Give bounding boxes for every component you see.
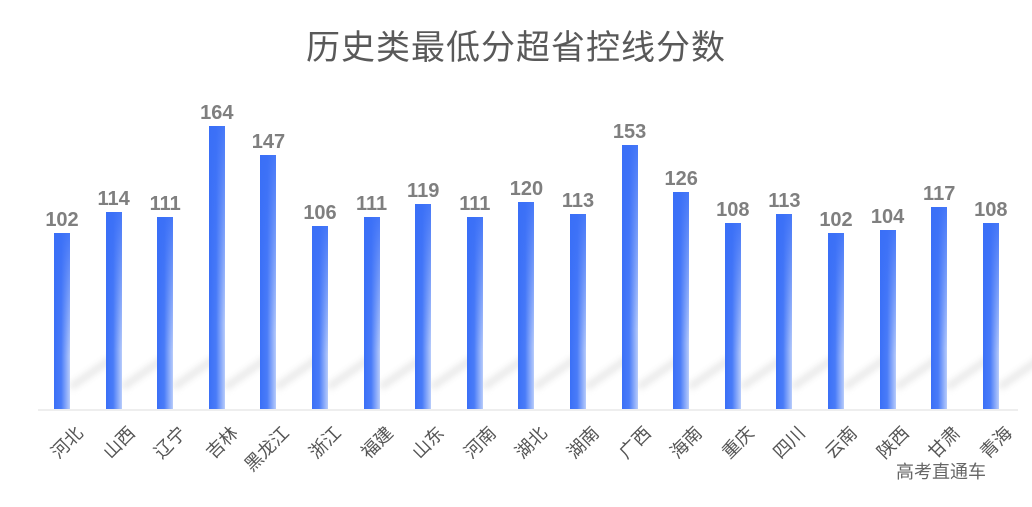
x-tick-label: 湖北 — [511, 422, 553, 464]
x-tick-label: 福建 — [356, 422, 398, 464]
data-label: 106 — [303, 202, 337, 225]
x-tick-label: 山西 — [98, 422, 140, 464]
bar-山东 — [415, 203, 432, 410]
x-tick-label: 云南 — [821, 422, 862, 464]
data-label: 111 — [459, 193, 491, 216]
data-label: 111 — [356, 193, 388, 216]
x-tick-label: 湖南 — [563, 422, 604, 464]
bar-陕西 — [879, 229, 896, 410]
bar-广西 — [621, 144, 638, 410]
x-tick-label: 浙江 — [305, 422, 346, 464]
bar-黑龙江 — [260, 155, 277, 409]
x-tick-label: 重庆 — [718, 422, 759, 464]
x-tick-label: 四川 — [769, 422, 811, 464]
data-label: 120 — [509, 177, 544, 200]
x-tick-label: 辽宁 — [150, 422, 191, 464]
data-label: 126 — [664, 167, 698, 190]
data-label: 164 — [200, 102, 234, 124]
data-label: 108 — [974, 198, 1008, 221]
bar-辽宁 — [157, 217, 174, 409]
x-tick-label: 黑龙江 — [241, 422, 295, 476]
data-label: 104 — [870, 205, 905, 228]
x-tick-label: 海南 — [666, 422, 707, 464]
data-label: 108 — [716, 198, 750, 221]
bar-吉林 — [208, 126, 225, 409]
x-tick-label: 河南 — [460, 422, 501, 464]
data-label: 113 — [561, 190, 595, 213]
bar-湖南 — [570, 214, 586, 409]
watermark: 高考直通车 — [896, 462, 986, 483]
bar-重庆 — [724, 222, 741, 410]
data-label: 117 — [923, 183, 956, 206]
data-label: 102 — [45, 209, 79, 231]
bar-云南 — [828, 233, 844, 409]
data-label: 114 — [97, 188, 130, 211]
x-tick-label: 山东 — [408, 422, 449, 464]
data-label: 153 — [612, 120, 647, 143]
data-label: 119 — [407, 179, 440, 202]
x-axis-line — [38, 409, 1018, 411]
bar-甘肃 — [931, 207, 948, 409]
chart-title: 历史类最低分超省控线分数 — [306, 28, 726, 68]
bar-青海 — [982, 222, 999, 410]
data-label: 111 — [149, 193, 181, 216]
data-label: 147 — [251, 131, 286, 154]
bar-山西 — [105, 212, 122, 409]
bar-四川 — [776, 214, 793, 409]
bar-河北 — [54, 233, 70, 409]
bar-海南 — [673, 191, 690, 410]
bar-湖北 — [518, 201, 535, 410]
data-label: 113 — [768, 190, 801, 213]
bar-shadow — [997, 355, 1032, 391]
bar-浙江 — [312, 226, 328, 409]
x-tick-label: 吉林 — [202, 422, 243, 464]
bar-福建 — [363, 217, 380, 409]
bar-河南 — [466, 217, 483, 409]
x-tick-label: 广西 — [614, 422, 656, 464]
x-tick-label: 河北 — [47, 422, 88, 464]
data-label: 102 — [819, 209, 853, 231]
